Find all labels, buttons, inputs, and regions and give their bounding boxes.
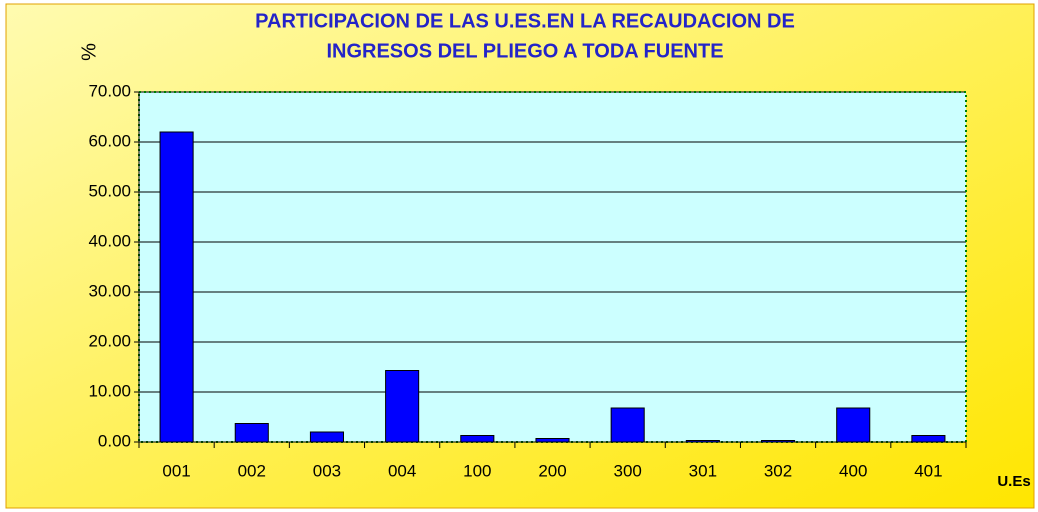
bar (159, 131, 194, 443)
y-tick-label: 70.00 (88, 81, 131, 100)
y-tick-label: 20.00 (88, 331, 131, 350)
x-tick-label: 002 (238, 461, 266, 480)
x-tick-label: 400 (839, 461, 867, 480)
y-tick-label: 10.00 (88, 381, 131, 400)
bar (836, 407, 871, 443)
bar (610, 407, 645, 443)
x-tick-label: 300 (613, 461, 641, 480)
y-axis-label: % (78, 43, 100, 61)
y-tick-label: 50.00 (88, 181, 131, 200)
y-tick-label: 60.00 (88, 131, 131, 150)
bar (911, 435, 946, 443)
x-tick-label: 301 (689, 461, 717, 480)
bar (385, 370, 420, 443)
x-tick-label: 200 (538, 461, 566, 480)
x-tick-label: 302 (764, 461, 792, 480)
plot-area (139, 92, 966, 442)
bar (761, 440, 796, 443)
bar (535, 438, 570, 443)
chart-title: PARTICIPACION DE LAS U.ES.EN LA RECAUDAC… (255, 10, 795, 32)
x-tick-label: 003 (313, 461, 341, 480)
y-tick-label: 0.00 (98, 431, 131, 450)
x-tick-label: 001 (162, 461, 190, 480)
y-tick-label: 40.00 (88, 231, 131, 250)
bar (234, 423, 269, 443)
bar (685, 440, 720, 443)
x-tick-label: 100 (463, 461, 491, 480)
chart-title: INGRESOS DEL PLIEGO A TODA FUENTE (326, 40, 723, 62)
x-axis-label: U.Es (997, 473, 1030, 490)
bar (309, 431, 344, 443)
x-tick-label: 401 (914, 461, 942, 480)
bar (460, 435, 495, 443)
y-tick-label: 30.00 (88, 281, 131, 300)
x-tick-label: 004 (388, 461, 416, 480)
